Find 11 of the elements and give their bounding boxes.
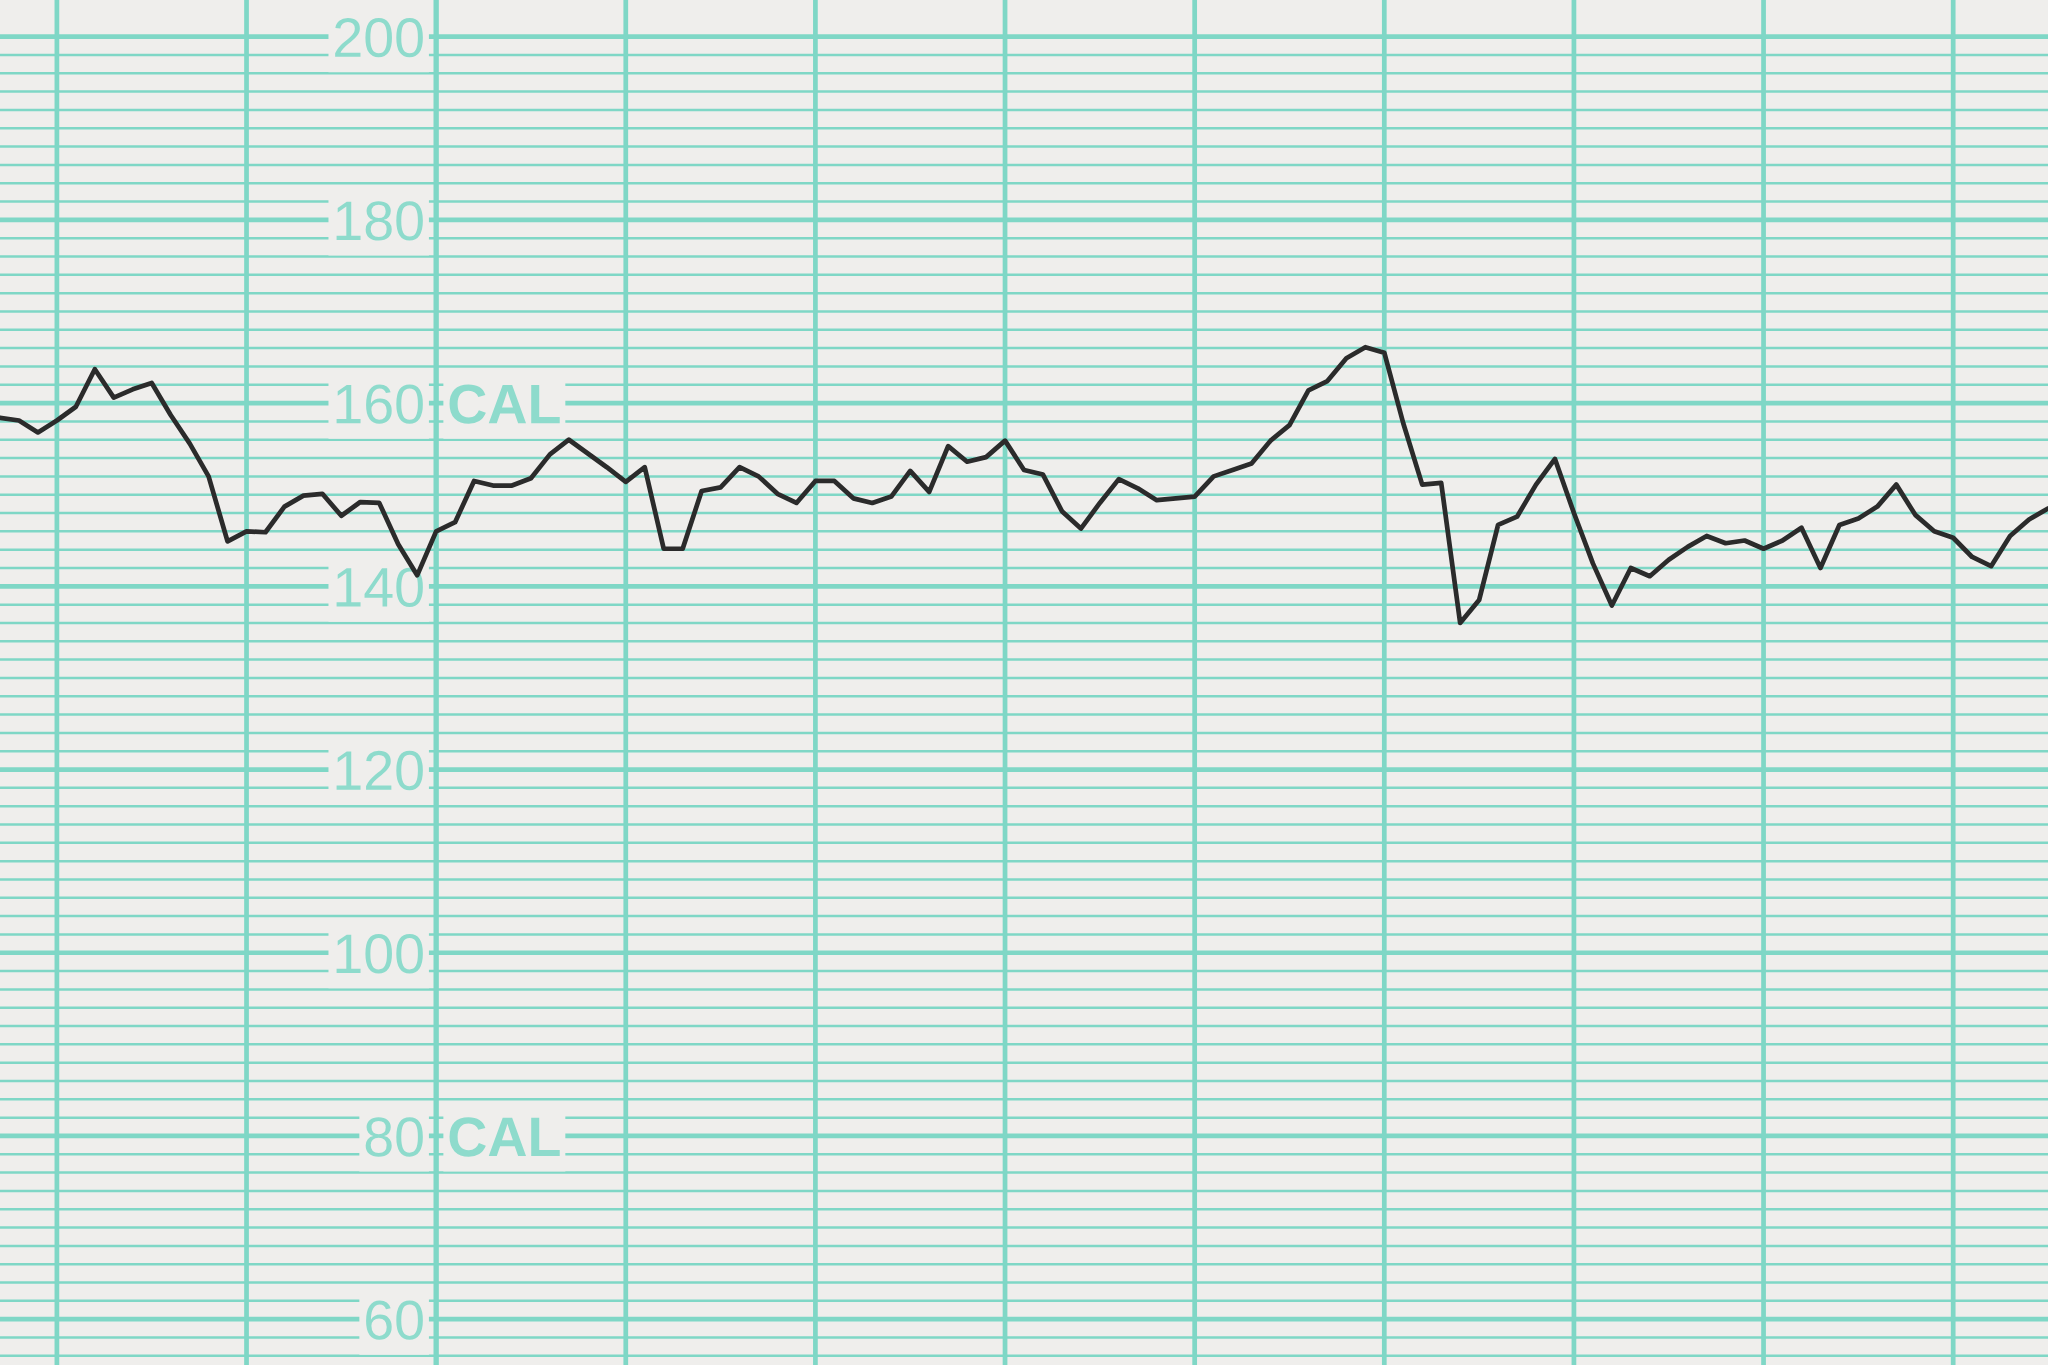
- y-tick-label: 140: [336, 567, 423, 607]
- annotation: CAL: [449, 384, 560, 424]
- y-tick-label: 60: [366, 1300, 423, 1340]
- y-tick-label: 160: [336, 384, 423, 424]
- annotation: CAL: [449, 1117, 560, 1157]
- y-tick-label: 180: [336, 201, 423, 241]
- y-tick-label: 100: [336, 934, 423, 974]
- y-tick-label: 200: [335, 17, 423, 58]
- y-tick-label: 120: [336, 750, 423, 791]
- line-series: [0, 344, 2048, 626]
- y-tick-label: 80: [365, 1117, 423, 1157]
